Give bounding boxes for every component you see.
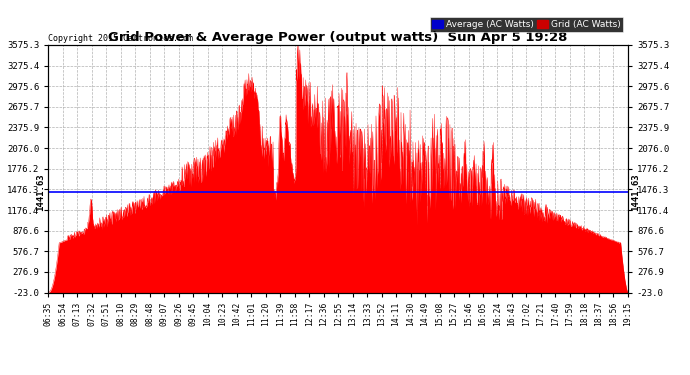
Text: 1441.63: 1441.63 — [631, 173, 640, 211]
Legend: Average (AC Watts), Grid (AC Watts): Average (AC Watts), Grid (AC Watts) — [430, 17, 623, 32]
Title: Grid Power & Average Power (output watts)  Sun Apr 5 19:28: Grid Power & Average Power (output watts… — [108, 31, 568, 44]
Text: Copyright 2015 Cartronics.com: Copyright 2015 Cartronics.com — [48, 33, 193, 42]
Text: 1441.63: 1441.63 — [37, 173, 46, 211]
